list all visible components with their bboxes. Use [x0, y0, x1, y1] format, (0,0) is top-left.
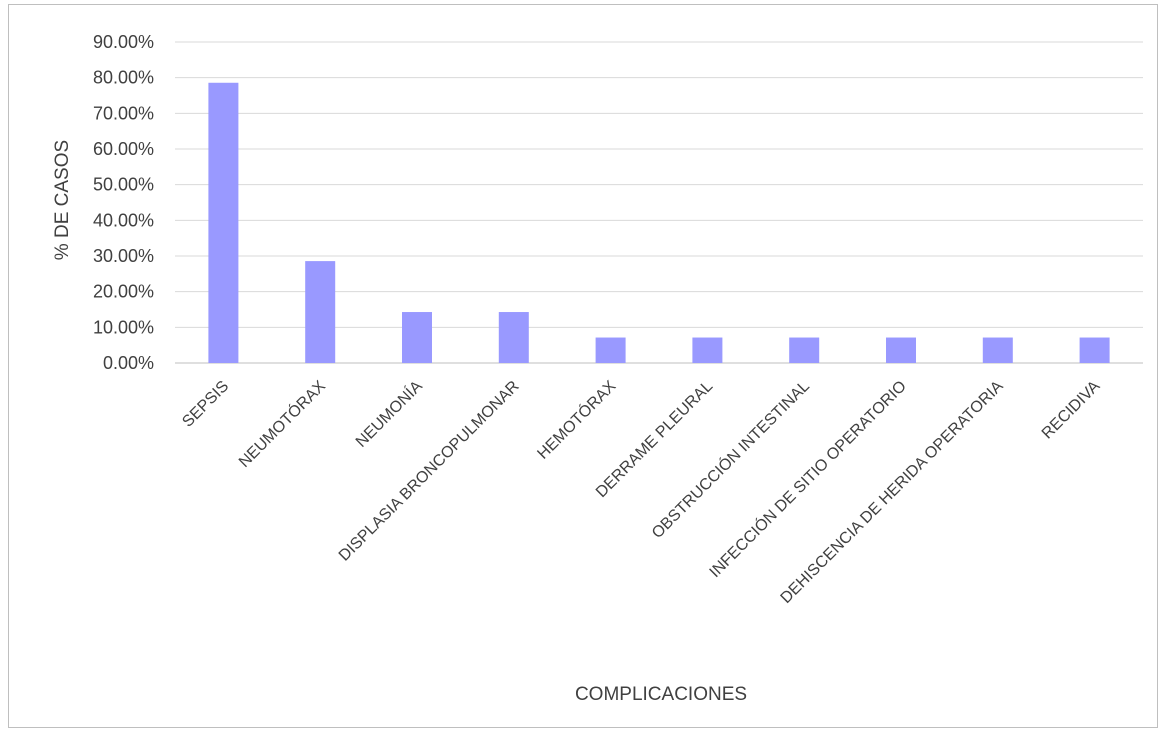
- x-tick-label: HEMOTÓRAX: [533, 376, 620, 463]
- chart-frame: [8, 4, 1158, 728]
- bars: [208, 82, 1110, 363]
- x-tick-label: RECIDIVA: [1039, 378, 1104, 443]
- y-tick-label: 20.00%: [93, 282, 154, 302]
- x-tick-label: INFECCIÓN DE SITIO OPERATORIO: [705, 376, 910, 581]
- x-tick-label: SEPSIS: [179, 378, 232, 431]
- bar: [498, 312, 529, 363]
- bar: [595, 337, 626, 363]
- y-tick-labels: 0.00% 10.00% 20.00% 30.00% 40.00% 50.00% 60.00…: [93, 32, 154, 373]
- bar: [1079, 337, 1110, 363]
- bar: [982, 337, 1013, 363]
- y-tick-label: 80.00%: [93, 68, 154, 88]
- y-tick-label: 0.00%: [103, 353, 154, 373]
- bar: [402, 312, 432, 363]
- y-tick-label: 70.00%: [93, 103, 154, 123]
- x-tick-label: DISPLASIA BRONCOPULMONAR: [336, 378, 523, 565]
- bar: [692, 337, 723, 363]
- x-tick-label: DEHISCENCIA DE HERIDA OPERATORIA: [778, 378, 1007, 607]
- y-tick-label: 40.00%: [93, 210, 154, 230]
- x-tick-label: OBSTRUCCIÓN INTESTINAL: [647, 376, 813, 542]
- bar: [789, 337, 820, 363]
- x-axis-title: COMPLICACIONES: [575, 684, 747, 705]
- y-axis-title: % DE CASOS: [52, 140, 73, 260]
- y-tick-label: 50.00%: [93, 175, 154, 195]
- y-tick-label: 90.00%: [93, 32, 154, 52]
- bar: [208, 82, 239, 363]
- y-tick-label: 60.00%: [93, 139, 154, 159]
- y-tick-label: 30.00%: [93, 246, 154, 266]
- y-tick-label: 10.00%: [93, 317, 154, 337]
- bar: [886, 337, 916, 363]
- bar: [305, 261, 336, 363]
- x-tick-label: NEUMOTÓRAX: [235, 376, 330, 471]
- x-tick-label: NEUMONÍA: [351, 376, 426, 451]
- gridlines: [175, 41, 1143, 364]
